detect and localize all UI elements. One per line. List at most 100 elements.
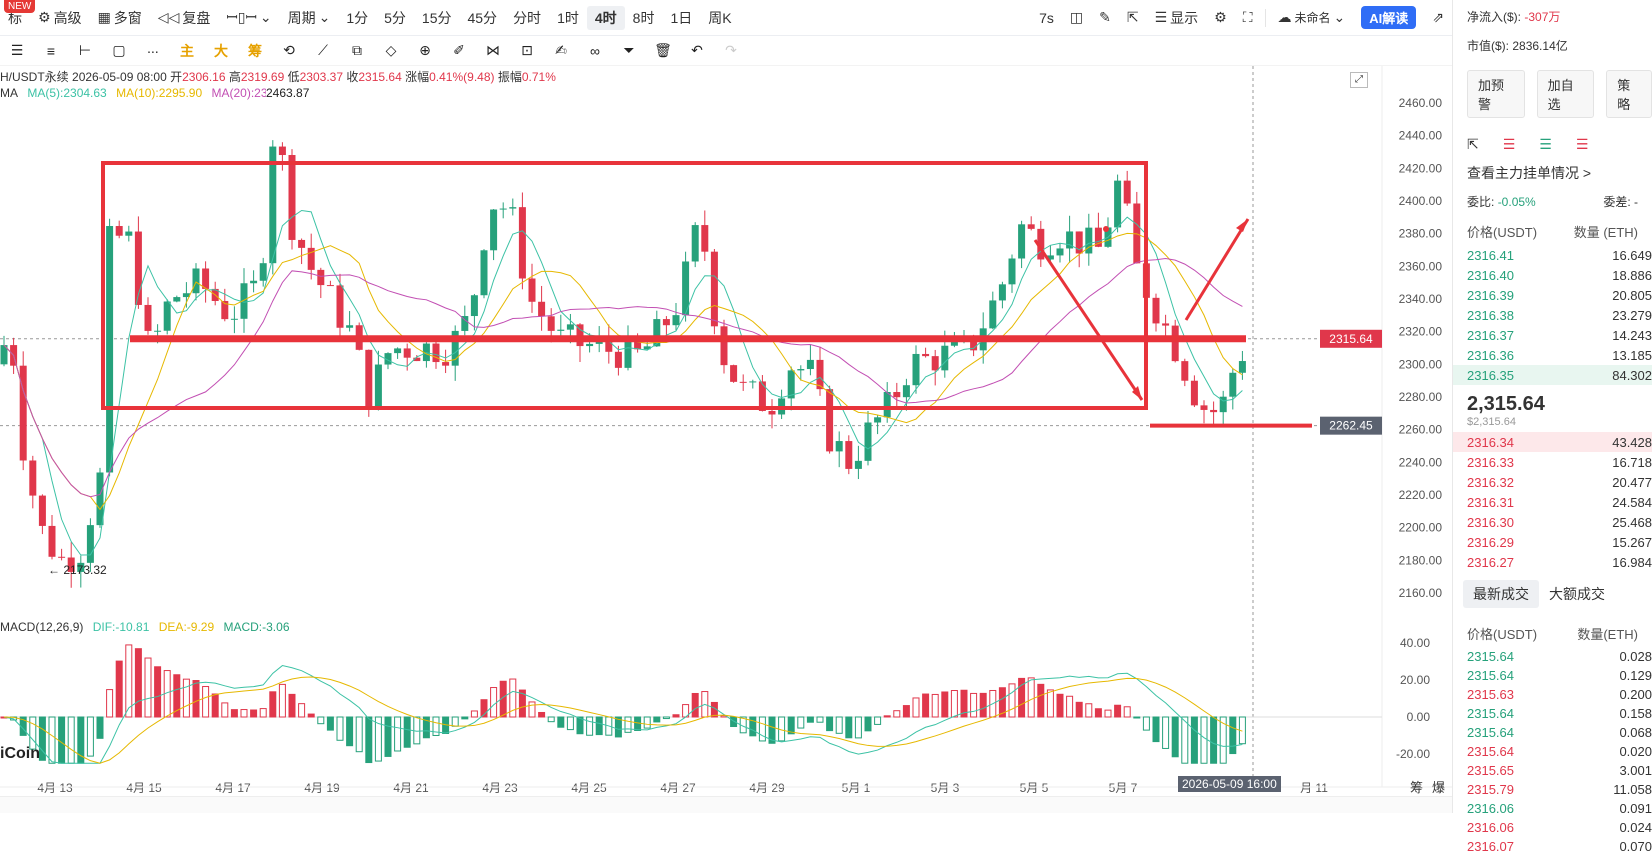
settings-icon[interactable]: ⚙ [1214, 9, 1227, 25]
ruler-icon[interactable]: ◇ [385, 42, 397, 58]
camera-icon[interactable]: ◫ [1069, 9, 1084, 25]
candle-body [394, 348, 402, 354]
period-1d[interactable]: 1日 [670, 9, 693, 26]
advanced-menu[interactable]: ⚙ 高级 [38, 9, 82, 26]
dots-icon[interactable]: ∙∙∙ [147, 42, 159, 59]
date-tick-label: 月 11 [1300, 781, 1328, 795]
trades-list: 2315.64 0.028 2315.64 0.129 2315.63 0.200 2315… [1453, 647, 1652, 856]
orderbook-row[interactable]: 2316.36 13.185 [1453, 345, 1652, 365]
orderbook-row[interactable]: 2316.39 20.805 [1453, 285, 1652, 305]
macd-histogram-bar [67, 716, 75, 764]
row-qty: 84.302 [1612, 367, 1652, 383]
orderbook-row[interactable]: 2316.35 84.302 [1453, 365, 1652, 385]
period-15m[interactable]: 15分 [421, 9, 452, 26]
orderbook-row[interactable]: 2316.30 25.468 [1453, 512, 1652, 532]
kline-chart[interactable]: 2460.00 2440.00 2420.00 2400.00 2380.00 2360.… [0, 66, 1452, 796]
expand-icon[interactable]: ⤢ [1350, 72, 1368, 88]
fullscreen-icon[interactable]: ⛶ [1242, 9, 1253, 25]
share-icon[interactable]: ⇱ [1126, 9, 1139, 25]
orderbook-both-icon[interactable]: ☰ [1502, 136, 1516, 152]
main-indicator-toggle[interactable]: 主 [180, 42, 194, 59]
trade-price: 2315.64 [1467, 744, 1514, 759]
add-alert-button[interactable]: 加预警 [1467, 70, 1525, 118]
candle-body [29, 460, 37, 496]
trade-qty: 0.070 [1619, 839, 1652, 854]
orderbook-row[interactable]: 2316.29 15.267 [1453, 532, 1652, 552]
orderbook-row[interactable]: 2316.38 23.279 [1453, 305, 1652, 325]
layout-menu[interactable]: ☁ 未命名 ⌄ [1277, 9, 1346, 25]
rect-icon[interactable]: ▢ [112, 42, 126, 58]
candle-body [163, 301, 171, 331]
display-menu[interactable]: ☰ 显示 [1154, 9, 1199, 26]
depth-link[interactable]: 查看主力挂单情况 > [1467, 165, 1592, 181]
pen-icon[interactable]: ✎ [1099, 9, 1111, 25]
trash-icon[interactable]: 🗑 [654, 42, 672, 58]
macd-histogram-bar [922, 693, 930, 718]
orderbook-row[interactable]: 2316.33 16.718 [1453, 452, 1652, 472]
diff-value: - [1634, 195, 1638, 209]
chip-distribution-icon[interactable]: 筹 [1410, 780, 1424, 795]
orderbook-row[interactable]: 2316.34 43.428 [1453, 432, 1652, 452]
orderbook-asks-icon[interactable]: ☰ [1575, 136, 1589, 152]
link-icon[interactable]: ∞ [590, 42, 600, 59]
period-5m[interactable]: 5分 [384, 9, 406, 26]
period-45m[interactable]: 45分 [467, 9, 498, 26]
replay-menu[interactable]: ◁◁ 复盘 [157, 9, 211, 26]
orderbook-row[interactable]: 2316.31 24.584 [1453, 492, 1652, 512]
zoom-in-icon[interactable]: ⊕ [419, 42, 431, 58]
filter-icon[interactable]: ⏷ [623, 42, 635, 58]
hline-icon[interactable]: ⊢ [78, 42, 92, 58]
macd-histogram-bar [394, 716, 402, 752]
period-menu[interactable]: 周期 ⌄ [287, 9, 331, 26]
orderbook-bids-icon[interactable]: ☰ [1539, 136, 1552, 152]
strategy-button[interactable]: 策略 [1606, 70, 1652, 118]
period-1h[interactable]: 1时 [557, 9, 579, 26]
big-order-toggle[interactable]: 大 [214, 42, 228, 59]
candle-body [1075, 231, 1083, 254]
export-icon[interactable]: ⇱ [1467, 136, 1479, 152]
chart-type-menu[interactable]: ꟷ▯ꟷ ⌄ [218, 0, 279, 36]
export-icon[interactable]: ⇗ [1432, 9, 1444, 25]
period-4h[interactable]: 4时 [586, 5, 625, 30]
indicator-menu[interactable]: 标 [8, 9, 22, 26]
period-week[interactable]: 周K [708, 9, 732, 26]
ai-button[interactable]: AI解读 [1353, 0, 1424, 36]
period-8h[interactable]: 8时 [632, 9, 655, 26]
measure-icon[interactable]: ⟋ [318, 42, 328, 58]
magnet-icon[interactable]: ⋈ [486, 42, 500, 58]
tab-large-trades[interactable]: 大额成交 [1549, 586, 1605, 602]
top-toolbar: NEW 标 ⚙ 高级 ▦ 多窗 ◁◁ 复盘 ꟷ▯ꟷ ⌄ 周期 ⌄ 1分 5分 15分 45… [0, 0, 1452, 36]
macd-histogram-bar [806, 716, 814, 723]
add-watchlist-button[interactable]: 加自选 [1536, 70, 1595, 118]
orderbook-row[interactable]: 2316.37 14.243 [1453, 325, 1652, 345]
redo-icon[interactable]: ↷ [725, 42, 737, 58]
orderbook-row[interactable]: 2316.27 16.984 [1453, 552, 1652, 572]
lock-icon[interactable]: ⊡ [521, 42, 533, 58]
refresh-interval[interactable]: 7s [1039, 9, 1054, 26]
price-tick-label: 2400.00 [1399, 194, 1443, 208]
liquidation-icon[interactable]: 爆 [1432, 780, 1446, 795]
period-1m[interactable]: 1分 [346, 9, 369, 26]
candle-body [1200, 405, 1208, 410]
orderbook-row[interactable]: 2316.41 16.649 [1453, 245, 1652, 265]
edit-icon[interactable]: ✍ [555, 42, 567, 58]
menu-icon[interactable]: ☰ [10, 42, 24, 58]
chip-toggle[interactable]: 筹 [248, 42, 262, 59]
last-price: 2,315.64 [1467, 393, 1545, 415]
candle-body [1229, 372, 1237, 397]
macd-histogram-bar [288, 693, 296, 718]
brush-icon[interactable]: ✐ [453, 42, 465, 58]
trade-price: 2315.63 [1467, 687, 1514, 702]
sync-icon[interactable]: ⟲ [283, 42, 295, 58]
orderbook-row[interactable]: 2316.32 20.477 [1453, 472, 1652, 492]
undo-icon[interactable]: ↶ [691, 42, 703, 58]
bookmark-icon[interactable]: ⧉ [352, 42, 362, 58]
orderbook-row[interactable]: 2316.40 18.886 [1453, 265, 1652, 285]
multi-window-menu[interactable]: ▦ 多窗 [97, 9, 142, 26]
candle-body [77, 562, 85, 572]
candle-body [1152, 297, 1160, 324]
lines-icon[interactable]: ≡ [46, 42, 56, 59]
period-timeline[interactable]: 分时 [513, 9, 542, 26]
price-tick-label: 2200.00 [1399, 521, 1443, 535]
tab-latest-trades[interactable]: 最新成交 [1463, 580, 1539, 608]
